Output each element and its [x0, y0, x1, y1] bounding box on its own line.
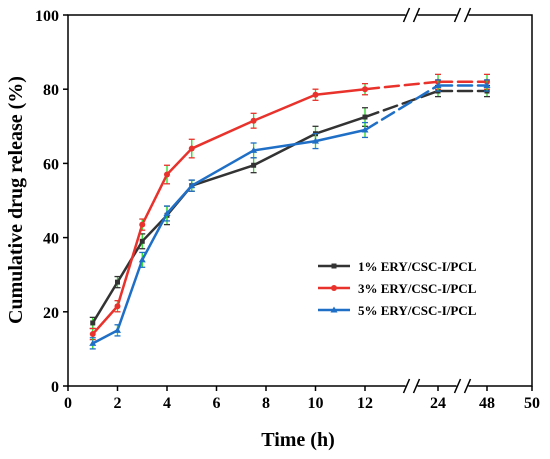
series-line-segment: [91, 280, 119, 325]
data-point: [138, 256, 146, 263]
x-tick-label: 8: [262, 395, 270, 412]
series-line-segment: [141, 173, 169, 226]
data-point: [89, 331, 96, 338]
y-tick-label: 0: [51, 379, 59, 396]
legend-label-3: 5% ERY/CSC-I/PCL: [358, 303, 477, 318]
y-tick-label: 80: [43, 82, 59, 99]
legend-label-1: 1% ERY/CSC-I/PCL: [358, 259, 477, 274]
series-layer: [89, 73, 491, 350]
axis-break-bottom-2-slash-b: [463, 378, 472, 394]
series-line-segment: [91, 329, 119, 345]
y-tick-label: 40: [43, 231, 59, 248]
series-line-segment: [190, 119, 255, 150]
data-point: [483, 81, 491, 88]
x-tick-label: 24: [430, 395, 446, 412]
axis-break-top-1-slash-b: [412, 7, 421, 23]
axis-break-bottom-1-slash-a: [402, 378, 411, 394]
series-line-segment: [314, 128, 367, 143]
data-point: [89, 339, 97, 346]
data-point: [188, 145, 195, 152]
series-line-segment: [190, 164, 255, 187]
data-point: [312, 91, 319, 98]
y-axis-title: Cumulative drug release (%): [5, 76, 27, 324]
x-tick-label: 2: [114, 395, 122, 412]
series-line-segment: [141, 212, 169, 262]
data-point: [188, 182, 196, 189]
series-line-segment: [363, 89, 440, 119]
x-tick-label: 0: [64, 395, 72, 412]
data-point: [139, 221, 146, 228]
y-tick-label: 60: [43, 156, 59, 173]
x-tick-label: 48: [479, 395, 495, 412]
x-tick-label: 6: [213, 395, 221, 412]
data-point: [330, 306, 338, 313]
data-point: [114, 326, 121, 333]
series-line-segment: [91, 304, 119, 336]
data-point: [251, 162, 257, 168]
data-point: [250, 117, 257, 124]
data-point: [331, 263, 337, 269]
data-point: [250, 146, 258, 153]
axis-break-top-2-slash-a: [453, 7, 462, 23]
axis-break-top-2-slash-b: [463, 7, 472, 23]
series-line-segment: [252, 139, 317, 152]
x-tick-label: 10: [308, 395, 324, 412]
series-line-segment: [314, 87, 367, 97]
legend-label-2: 3% ERY/CSC-I/PCL: [358, 281, 477, 296]
x-tick-label: 50: [524, 395, 540, 412]
x-tick-label: 4: [163, 395, 171, 412]
data-point: [164, 171, 170, 178]
data-point: [163, 209, 171, 216]
series-line-segment: [252, 93, 317, 122]
data-point: [362, 114, 368, 120]
plot-border: [67, 14, 533, 387]
legend: 1% ERY/CSC-I/PCL 3% ERY/CSC-I/PCL 5% ERY/C…: [318, 259, 477, 318]
series-line-segment: [252, 132, 317, 167]
data-point: [312, 137, 319, 144]
series-line-segment: [363, 80, 440, 91]
axis-break-top-1-slash-a: [402, 7, 411, 23]
y-tick-label: 100: [35, 8, 59, 25]
data-point: [90, 320, 96, 326]
data-point: [114, 303, 121, 310]
series-line-segment: [314, 115, 367, 135]
series-2: [89, 73, 490, 341]
series-line-segment: [363, 84, 440, 132]
axis-break-bottom-2-slash-a: [453, 378, 462, 394]
data-point: [361, 126, 369, 133]
data-point: [115, 279, 120, 285]
x-axis-title: Time (h): [261, 429, 335, 451]
series-line-segment: [165, 184, 193, 215]
series-line-segment: [116, 223, 144, 308]
series-line-segment: [116, 258, 144, 332]
data-point: [434, 81, 442, 88]
data-point: [362, 86, 368, 93]
axis-break-bottom-1-slash-b: [412, 378, 421, 394]
x-tick-label: 12: [357, 395, 373, 412]
series-line-segment: [165, 147, 193, 176]
series-3: [89, 79, 491, 350]
data-point: [331, 285, 337, 291]
series-line-segment: [190, 149, 255, 187]
plot-frame: [67, 7, 533, 394]
data-point: [139, 238, 145, 244]
y-tick-label: 20: [43, 305, 59, 322]
